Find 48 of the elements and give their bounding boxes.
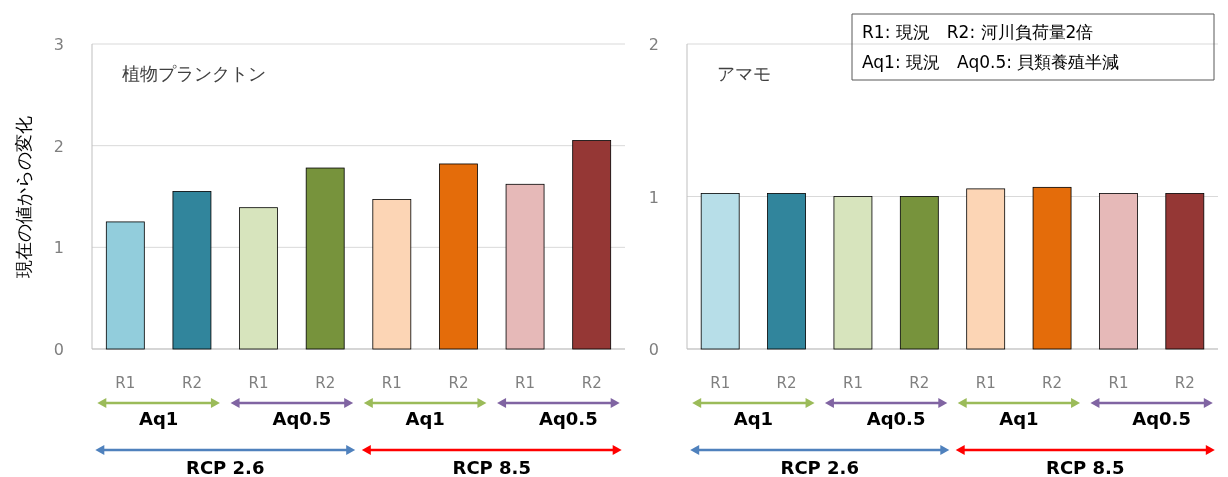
- text: 植物プランクトン: [122, 63, 266, 84]
- x-tick-label: R2: [776, 374, 797, 392]
- text: アマモ: [717, 63, 771, 84]
- text: Aq1: [733, 408, 774, 429]
- bar: [372, 199, 412, 350]
- text: Aq0.5: [539, 408, 598, 429]
- bar: [305, 167, 345, 350]
- y-tick-label: 0: [53, 340, 64, 359]
- bar: [439, 163, 478, 350]
- x-tick-label: R1: [842, 374, 863, 392]
- text: Aq0.5: [272, 408, 332, 429]
- x-tick-label: R2: [315, 374, 336, 392]
- y-tick-label: 2: [53, 136, 64, 156]
- text: Aq0.5: [1132, 408, 1191, 429]
- x-tick-label: R1: [381, 374, 402, 392]
- x-tick-label: R1: [115, 374, 136, 392]
- text: RCP 2.6: [780, 457, 859, 477]
- x-tick-label: R2: [1174, 374, 1195, 392]
- text: Aq0.5: [866, 408, 926, 429]
- bar: [172, 191, 212, 350]
- text: R1: 現況 R2: 河川負荷量2倍: [862, 22, 1094, 42]
- x-tick-label: R1: [710, 374, 731, 392]
- y-axis-title: 現在の値からの変化: [13, 115, 34, 278]
- text: Aq1: [138, 408, 179, 429]
- y-tick-label: 1: [648, 187, 659, 207]
- x-tick-label: R2: [909, 374, 930, 392]
- x-tick-label: R1: [515, 374, 536, 392]
- text: Aq1: [405, 408, 445, 429]
- bar: [505, 183, 545, 350]
- x-tick-label: R2: [1042, 374, 1063, 392]
- x-tick-label: R2: [448, 374, 469, 392]
- x-tick-label: R2: [181, 374, 202, 392]
- y-tick-label: 2: [648, 35, 659, 54]
- annotation: Aq1: 現況 Aq0.5: 貝類養殖半減: [862, 52, 1120, 72]
- bar: [239, 207, 278, 350]
- x-tick-label: R1: [1108, 374, 1129, 392]
- text: RCP 2.6: [186, 457, 265, 477]
- x-tick-label: R2: [581, 374, 602, 392]
- y-tick-label: 0: [648, 340, 659, 359]
- text: RCP 8.5: [452, 457, 531, 477]
- y-tick-label: 3: [53, 35, 64, 54]
- text: RCP 8.5: [1046, 457, 1125, 477]
- bar: [105, 221, 145, 350]
- text: Aq1: [999, 408, 1039, 429]
- bar: [572, 140, 612, 350]
- x-tick-label: R1: [248, 374, 269, 392]
- x-tick-label: R1: [975, 374, 996, 392]
- y-tick-label: 1: [53, 238, 64, 258]
